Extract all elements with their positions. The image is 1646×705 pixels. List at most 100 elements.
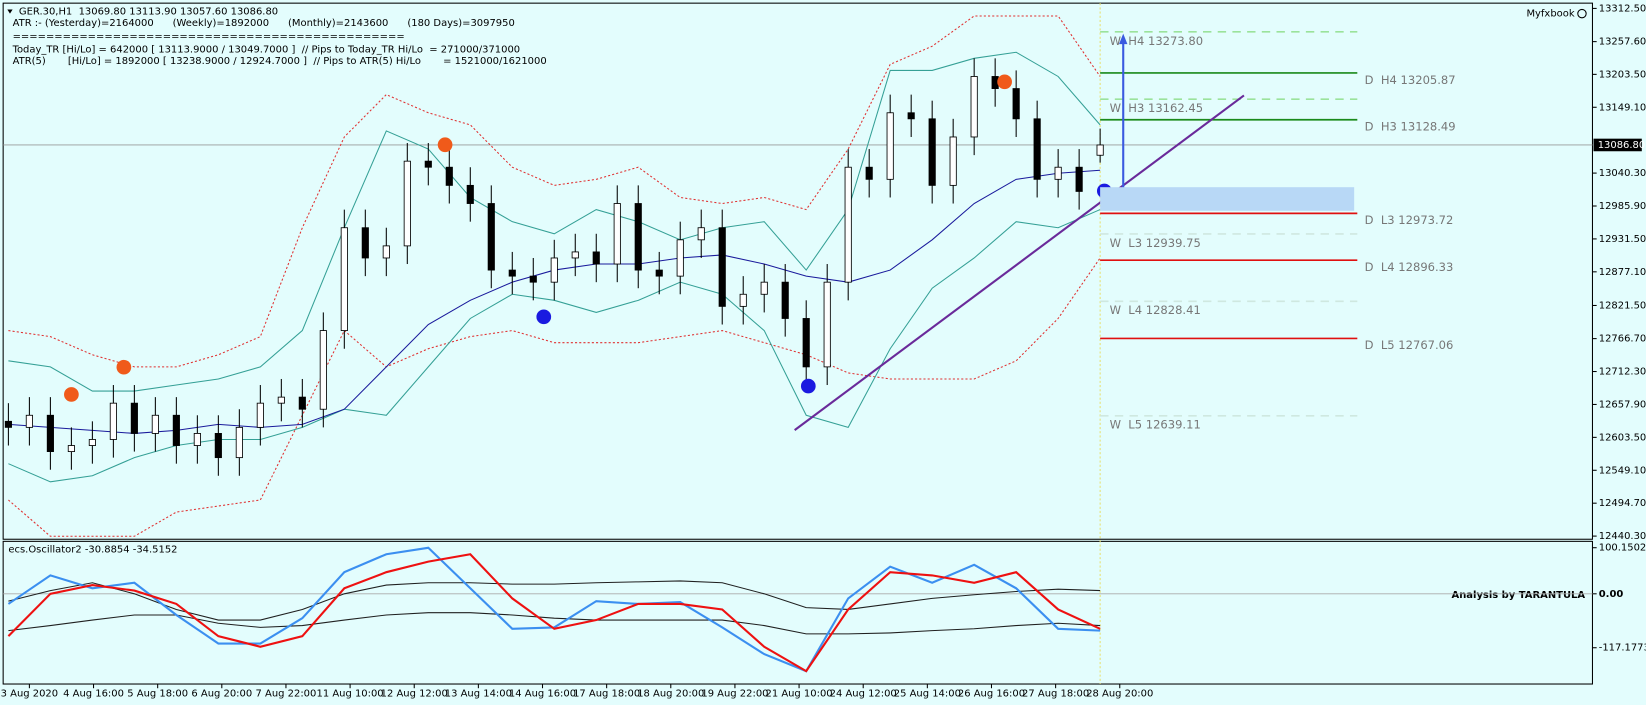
candle-body xyxy=(403,160,411,247)
candle-body xyxy=(739,293,747,307)
price-pane xyxy=(2,2,1593,540)
x-tick-label: 13 Aug 14:00 xyxy=(445,688,512,699)
candle-body xyxy=(214,433,222,459)
candle-body xyxy=(319,330,327,410)
indicator-line xyxy=(8,15,1101,368)
oscillator-line xyxy=(7,546,1101,673)
signal-dot xyxy=(997,74,1012,90)
candle-body xyxy=(928,118,936,186)
x-tick-label: 6 Aug 20:00 xyxy=(191,688,252,699)
x-tick-label: 26 Aug 16:00 xyxy=(958,688,1025,699)
trend-line xyxy=(794,94,1245,431)
y-tick-label: 12877.10 xyxy=(1599,267,1646,278)
y-tick-label: 0.00 xyxy=(1599,589,1624,600)
y-tick-label: 13257.60 xyxy=(1599,37,1646,48)
candle-body xyxy=(109,402,117,440)
candle-body xyxy=(676,239,684,277)
x-tick-label: 5 Aug 18:00 xyxy=(127,688,188,699)
candle-body xyxy=(256,402,264,428)
last-price-tag xyxy=(1593,138,1642,152)
oscillator-line xyxy=(7,553,1101,673)
brand-icon xyxy=(1577,8,1587,19)
candle-body xyxy=(298,396,306,410)
y-tick-label: 100.1502 xyxy=(1599,543,1646,554)
y-tick-label: 12603.50 xyxy=(1599,432,1646,443)
x-tick-label: 3 Aug 2020 xyxy=(1,688,58,699)
candle-body xyxy=(1096,144,1104,156)
annotations xyxy=(64,33,1355,431)
range-arrow-head xyxy=(1119,33,1128,45)
collapse-icon xyxy=(7,9,13,14)
oscillator-line xyxy=(8,580,1101,621)
candle-body xyxy=(340,227,348,331)
y-tick-label: 12494.70 xyxy=(1599,498,1646,509)
x-tick-label: 12 Aug 12:00 xyxy=(381,688,448,699)
y-tick-label: 12657.90 xyxy=(1599,399,1646,410)
candle-body xyxy=(697,227,705,241)
x-tick-label: 17 Aug 18:00 xyxy=(573,688,640,699)
note: Analysis by TARANTULA xyxy=(1452,590,1586,601)
candle-body xyxy=(844,166,852,283)
x-tick-label: 19 Aug 22:00 xyxy=(701,688,768,699)
candle-body xyxy=(1054,166,1062,180)
pivot-label: D H3 13128.49 xyxy=(1365,120,1456,134)
y-tick-label: 12766.70 xyxy=(1599,334,1646,345)
pivot-label: D L3 12973.72 xyxy=(1365,213,1454,227)
candle-body xyxy=(949,136,957,186)
y-tick-label: -117.1773 xyxy=(1599,643,1646,654)
x-tick-label: 18 Aug 20:00 xyxy=(637,688,704,699)
y-tick-label: 12549.10 xyxy=(1599,465,1646,476)
candle-body xyxy=(466,184,474,204)
candle-body xyxy=(4,420,12,428)
candle-body xyxy=(529,275,537,283)
indicator-line xyxy=(8,51,1101,392)
y-tick-label: 13203.50 xyxy=(1599,69,1646,80)
candle-body xyxy=(130,402,138,434)
y-tick-label: 12712.30 xyxy=(1599,367,1646,378)
candle-body xyxy=(886,112,894,180)
oscillator-title: ecs.Oscillator2 -30.8854 -34.5152 xyxy=(8,545,177,556)
header-line: ATR :- (Yesterday)=2164000 (Weekly)=1892… xyxy=(13,18,515,29)
pivot-label: W L4 12828.41 xyxy=(1110,303,1201,317)
last-price-label: 13086.80 xyxy=(1598,140,1646,151)
x-tick-label: 24 Aug 12:00 xyxy=(830,688,897,699)
brand: Myfxbook xyxy=(1526,9,1574,20)
candle-body xyxy=(1075,166,1083,192)
header-line: Today_TR [Hi/Lo] = 642000 [ 13113.9000 /… xyxy=(12,44,521,55)
pivot-label: D H4 13205.87 xyxy=(1365,73,1456,87)
candle-body xyxy=(613,203,621,265)
candle-body xyxy=(277,396,285,404)
signal-dot xyxy=(536,309,552,325)
candle-body xyxy=(88,439,96,446)
candle-body xyxy=(445,166,453,186)
candle-body xyxy=(424,160,432,168)
candle-body xyxy=(508,269,516,277)
candle-body xyxy=(193,433,201,446)
signal-dot xyxy=(800,378,816,394)
candle-body xyxy=(46,414,54,452)
pivot-label: W L5 12639.11 xyxy=(1110,418,1201,432)
candle-body xyxy=(1033,118,1041,180)
candle-body xyxy=(1012,88,1020,120)
candle-body xyxy=(970,76,978,138)
candle-body xyxy=(634,203,642,271)
pivot-label: W H4 13273.80 xyxy=(1110,34,1203,48)
candle-body xyxy=(907,112,915,120)
candle-body xyxy=(235,426,243,459)
y-tick-label: 13149.10 xyxy=(1599,102,1646,113)
y-tick-label: 12931.50 xyxy=(1599,234,1646,245)
oscillator-line xyxy=(8,612,1101,635)
candle-body xyxy=(382,245,390,259)
candle-body xyxy=(25,414,33,428)
x-tick-label: 4 Aug 16:00 xyxy=(63,688,124,699)
x-tick-label: 11 Aug 10:00 xyxy=(317,688,384,699)
candle-body xyxy=(151,414,159,434)
x-tick-label: 14 Aug 16:00 xyxy=(509,688,576,699)
candle-body xyxy=(865,166,873,180)
candle-body xyxy=(718,227,726,307)
x-tick-label: 28 Aug 20:00 xyxy=(1086,688,1153,699)
oscillator-pane xyxy=(2,540,1593,685)
y-tick-label: 12985.90 xyxy=(1599,201,1646,212)
